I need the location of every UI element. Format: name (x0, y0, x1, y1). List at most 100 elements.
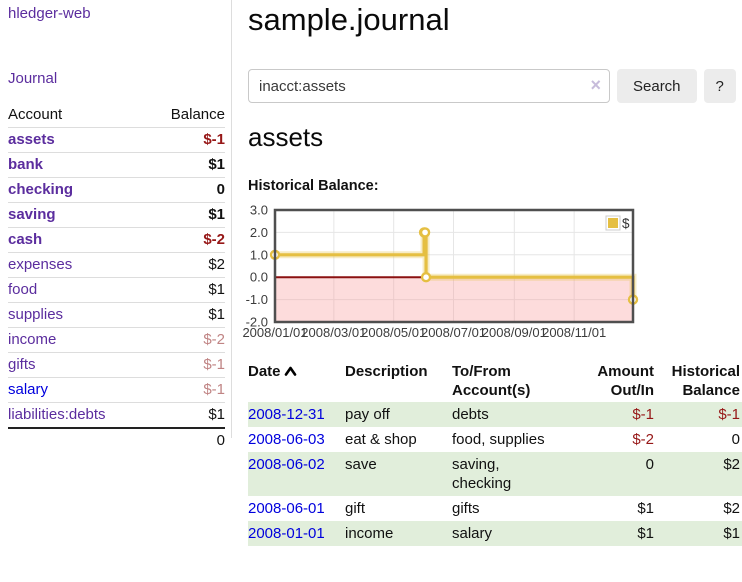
svg-text:2.0: 2.0 (250, 225, 268, 240)
search-form: × Search ? (248, 69, 736, 103)
transaction-description: gift (345, 500, 366, 517)
date-header-label: Date (248, 363, 281, 380)
transaction-date-link[interactable]: 2008-06-02 (248, 456, 325, 473)
svg-text:2008/03/01: 2008/03/01 (301, 325, 366, 340)
search-input[interactable] (248, 69, 610, 103)
svg-text:2008/05/01: 2008/05/01 (361, 325, 426, 340)
account-link-checking[interactable]: checking (8, 181, 74, 198)
accounts-total-spacer (8, 427, 148, 453)
account-row: checking 0 (8, 177, 225, 203)
account-row: supplies $1 (8, 302, 225, 328)
transaction-amount: $1 (637, 500, 654, 517)
accounts-header-balance: Balance (147, 103, 225, 128)
transaction-date-link[interactable]: 2008-06-03 (248, 431, 325, 448)
clear-search-icon[interactable]: × (590, 75, 601, 95)
svg-text:-2.0: -2.0 (246, 315, 268, 330)
search-box: × (248, 69, 610, 103)
account-row: bank $1 (8, 152, 225, 178)
account-link-food[interactable]: food (8, 281, 38, 298)
column-header-date[interactable]: Date (248, 360, 345, 402)
main-content: sample.journal × Search ? assets Histori… (240, 0, 742, 582)
account-balance: $-1 (147, 377, 225, 403)
account-name-cell: assets (8, 127, 148, 153)
account-name-cell: bank (8, 152, 148, 178)
account-link-expenses[interactable]: expenses (8, 256, 73, 273)
account-link-gifts[interactable]: gifts (8, 356, 36, 373)
transaction-balance: $1 (723, 525, 740, 542)
svg-text:1.0: 1.0 (250, 247, 268, 262)
account-link-saving[interactable]: saving (8, 206, 56, 223)
account-name-cell: saving (8, 202, 148, 228)
sidebar-item-journal[interactable]: Journal (8, 70, 58, 87)
sidebar: hledger-web Journal Account Balance asse… (0, 0, 232, 453)
transaction-row: 2008-06-01 gift gifts $1 $2 (248, 496, 742, 521)
accounts-table: Account Balance assets $-1 bank $1 checking 0… (8, 103, 225, 453)
transaction-description: save (345, 456, 377, 473)
account-row: salary $-1 (8, 377, 225, 403)
accounts-header-row: Account Balance (8, 103, 225, 128)
account-row: income $-2 (8, 327, 225, 353)
account-row: food $1 (8, 277, 225, 303)
svg-text:$: $ (622, 216, 630, 231)
account-balance: 0 (147, 177, 225, 203)
svg-text:2008/09/01: 2008/09/01 (482, 325, 547, 340)
transaction-accounts: debts (452, 406, 489, 423)
svg-text:3.0: 3.0 (250, 203, 268, 218)
historical-balance-chart: $3.0 2.0 1.0 0.0 -1.0 -2.02008/01/012008/03/0… (242, 203, 639, 340)
account-balance: $1 (147, 152, 225, 178)
transaction-row: 2008-01-01 income salary $1 $1 (248, 521, 742, 546)
account-row: saving $1 (8, 202, 225, 228)
column-header-balance: Historical Balance (671, 363, 740, 399)
brand-link[interactable]: hledger-web (8, 5, 91, 22)
accounts-total-value: 0 (147, 427, 225, 453)
account-name-cell: food (8, 277, 148, 303)
account-name-cell: salary (8, 377, 148, 403)
account-link-assets[interactable]: assets (8, 131, 55, 148)
transaction-date-link[interactable]: 2008-06-01 (248, 500, 325, 517)
account-balance: $-2 (147, 327, 225, 353)
accounts-header-account: Account (8, 103, 148, 128)
account-balance: $1 (147, 202, 225, 228)
column-header-amount: Amount Out/In (597, 363, 654, 399)
svg-text:2008/01/01: 2008/01/01 (242, 325, 307, 340)
sort-asc-icon[interactable] (284, 362, 297, 381)
account-name-cell: expenses (8, 252, 148, 278)
transactions-table: Date Description To/From Account(s) Amou… (248, 360, 742, 546)
account-link-liabilities-debts[interactable]: liabilities:debts (8, 406, 106, 423)
transaction-description: eat & shop (345, 431, 417, 448)
account-link-supplies[interactable]: supplies (8, 306, 64, 323)
account-balance: $-1 (147, 352, 225, 378)
search-button[interactable]: Search (617, 69, 697, 103)
account-name-cell: supplies (8, 302, 148, 328)
transaction-description: income (345, 525, 394, 542)
account-link-bank[interactable]: bank (8, 156, 44, 173)
account-heading: assets (248, 122, 324, 152)
transaction-row: 2008-12-31 pay off debts $-1 $-1 (248, 402, 742, 427)
account-name-cell: checking (8, 177, 148, 203)
account-row: liabilities:debts $1 (8, 402, 225, 429)
account-name-cell: cash (8, 227, 148, 253)
account-name-cell: liabilities:debts (8, 402, 148, 429)
account-link-salary[interactable]: salary (8, 381, 49, 398)
page-title: sample.journal (248, 2, 450, 37)
transaction-amount: 0 (645, 456, 654, 473)
transaction-amount: $-1 (632, 406, 654, 423)
account-balance: $1 (147, 302, 225, 328)
transaction-balance: $-1 (718, 406, 740, 423)
transaction-date-link[interactable]: 2008-01-01 (248, 525, 325, 542)
transactions-header-row: Date Description To/From Account(s) Amou… (248, 360, 742, 402)
column-header-accounts: To/From Account(s) (452, 363, 531, 399)
account-balance: $-2 (147, 227, 225, 253)
account-link-cash[interactable]: cash (8, 231, 43, 248)
account-balance: $1 (147, 277, 225, 303)
transaction-date-cell: 2008-06-01 (248, 496, 345, 521)
help-button[interactable]: ? (703, 69, 736, 103)
svg-text:0.0: 0.0 (250, 270, 268, 285)
account-balance: $1 (147, 402, 225, 429)
account-link-income[interactable]: income (8, 331, 57, 348)
chart-title: Historical Balance: (248, 178, 379, 194)
account-balance: $2 (147, 252, 225, 278)
transaction-date-cell: 2008-06-02 (248, 452, 345, 496)
transaction-balance: $2 (723, 500, 740, 517)
transaction-date-link[interactable]: 2008-12-31 (248, 406, 325, 423)
